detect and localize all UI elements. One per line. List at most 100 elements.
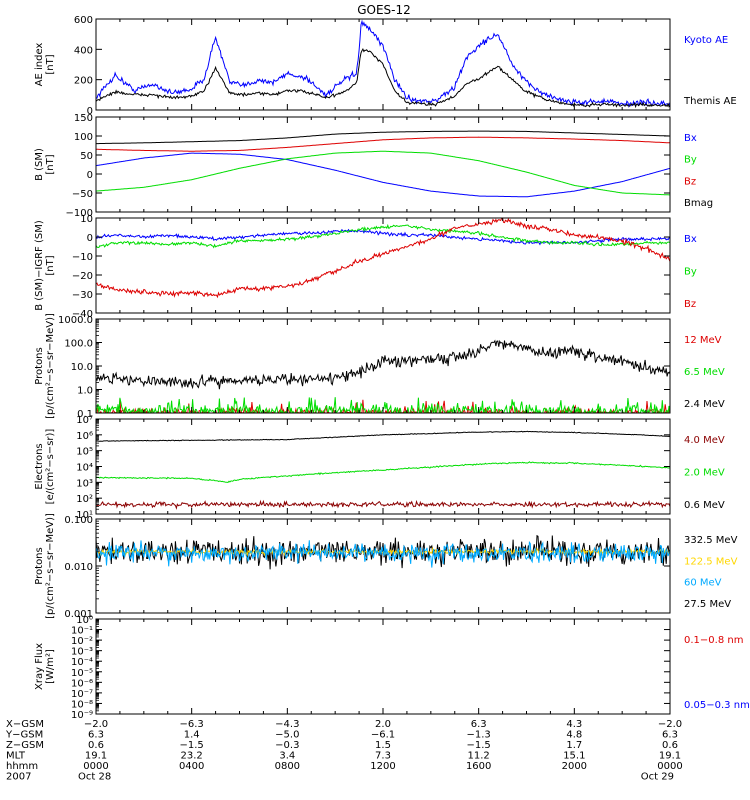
ytick-label-bdiff-0: −40 — [72, 309, 93, 320]
ylabel-ae: AE index[nT] — [34, 43, 56, 87]
ytick-label-xray-9: 10⁰ — [76, 615, 93, 626]
legend-ae-0: Kyoto AE — [684, 35, 728, 46]
ytick-label-ae-3: 600 — [74, 15, 93, 26]
series-bsm-0 — [96, 152, 670, 198]
legend-bsm-0: Bx — [684, 133, 697, 144]
ytick-label-bdiff-3: −10 — [72, 252, 93, 263]
x-row-label-2: Z−GSM — [6, 740, 44, 751]
x-col-0-row-1: 6.3 — [88, 730, 104, 741]
x-col-3-row-3: 7.3 — [375, 751, 391, 762]
x-col-5-row-4: 2000 — [562, 761, 587, 772]
panel-electrons: 10¹ 10² 10³ 10⁴ 10⁵ 10⁶ 10⁷ Electrons[e/(cm²−s−… — [34, 415, 725, 521]
x-row-label-3: MLT — [6, 751, 26, 762]
ytick-label-electrons-3: 10⁴ — [76, 463, 93, 474]
legend-bsm-1: By — [684, 155, 697, 166]
panel-protons: 0.1 1.0 10.0 100.0 1000.0Protons[p/(cm²−s−sr… — [34, 313, 725, 420]
panels: 0 200 400 600 AE index[nT] Kyoto AE Themis AE −… — [34, 15, 750, 721]
ytick-label-bdiff-4: 0 — [87, 233, 93, 244]
panel-ae-series — [96, 19, 670, 109]
x-row-label-0: X−GSM — [6, 719, 44, 730]
x-col-2-row-2: −0.3 — [275, 740, 299, 751]
x-col-2-row-0: −4.3 — [275, 719, 299, 730]
ytick-label-bdiff-5: 10 — [80, 214, 93, 225]
panel-protons-series — [96, 339, 670, 413]
ylabel-electrons: Electrons[e/(cm²−s−sr)] — [34, 429, 56, 505]
ytick-label-protons-3: 100.0 — [64, 339, 93, 350]
panel-xray-frame — [95, 618, 671, 715]
ytick-label-electrons-0: 10¹ — [76, 510, 93, 521]
series-bdiff-2 — [96, 218, 670, 299]
legend-protons-0: 12 MeV — [684, 335, 722, 346]
panel-electrons-series — [96, 430, 670, 510]
legend-protons-2: 2.4 MeV — [684, 399, 725, 410]
x-col-6-row-4: 0000 — [657, 761, 682, 772]
x-col-2-row-1: −5.0 — [275, 730, 299, 741]
ytick-label-bsm-3: 50 — [80, 151, 93, 162]
chart-title: GOES-12 — [357, 3, 411, 17]
x-col-0-row-2: 0.6 — [88, 740, 104, 751]
series-bsm-1 — [96, 150, 670, 196]
x-col-5-row-2: 1.7 — [566, 740, 582, 751]
ytick-label-hiprotons-1: 0.010 — [64, 562, 93, 573]
ytick-label-protons-2: 10.0 — [71, 362, 93, 373]
ytick-label-xray-3: 10⁻⁶ — [71, 678, 93, 689]
x-col-5-row-3: 15.1 — [563, 751, 585, 762]
series-ae-0 — [96, 19, 670, 108]
x-col-3-row-2: 1.5 — [375, 740, 391, 751]
legend-bdiff-0: Bx — [684, 234, 697, 245]
series-electrons-2 — [96, 430, 670, 442]
panel-bdiff-frame — [95, 217, 671, 314]
ylabel-bsm: B (SM)[nT] — [34, 148, 56, 181]
legend-bsm-3: Bmag — [684, 198, 713, 209]
ytick-label-electrons-4: 10⁵ — [76, 447, 93, 458]
ytick-label-electrons-2: 10³ — [76, 478, 93, 489]
ytick-label-protons-1: 1.0 — [77, 386, 93, 397]
legend-xray-0: 0.1−0.8 nm — [684, 635, 743, 646]
ylabel-protons: Protons[p/(cm²−s−sr−MeV)] — [34, 313, 56, 419]
x-col-1-row-2: −1.5 — [180, 740, 204, 751]
ytick-label-bdiff-1: −30 — [72, 290, 93, 301]
x-row-label-4: hhmm — [6, 761, 38, 772]
ytick-label-protons-0: 0.1 — [77, 409, 93, 420]
ytick-label-bsm-4: 100 — [74, 132, 93, 143]
legend-bdiff-2: Bz — [684, 299, 696, 310]
ytick-label-bsm-2: 0 — [87, 170, 93, 181]
series-bdiff-1 — [96, 223, 670, 249]
x-col-3-row-0: 2.0 — [375, 719, 391, 730]
ylabel-bdiff: B (SM)−IGRF (SM)[nT] — [34, 220, 56, 311]
panel-protons-frame — [95, 318, 671, 414]
series-protons-2 — [96, 339, 670, 390]
x-col-1-row-3: 23.2 — [181, 751, 203, 762]
x-col-0-row-3: 19.1 — [85, 751, 107, 762]
x-col-6-row-2: 0.6 — [662, 740, 678, 751]
x-col-1-row-1: 1.4 — [184, 730, 200, 741]
ytick-label-bsm-5: 150 — [74, 113, 93, 124]
panel-hiprotons: 0.001 0.010 0.100 Protons[p/(cm²−s−sr−MeV)]… — [34, 513, 738, 620]
x-row-label-1: Y−GSM — [5, 730, 43, 741]
panel-bsm-series — [96, 130, 670, 198]
ytick-label-electrons-6: 10⁷ — [76, 415, 93, 426]
legend-hiprotons-2: 60 MeV — [684, 578, 722, 589]
panel-ae: 0 200 400 600 AE index[nT] Kyoto AE Themis AE — [34, 15, 737, 117]
legend-hiprotons-1: 122.5 MeV — [684, 556, 738, 567]
x-col-6-row-5: Oct 29 — [641, 772, 674, 783]
series-bsm-3 — [96, 130, 670, 145]
ytick-label-electrons-1: 10² — [76, 494, 93, 505]
x-col-2-row-3: 3.4 — [279, 751, 295, 762]
legend-hiprotons-3: 27.5 MeV — [684, 599, 731, 610]
legend-ae-1: Themis AE — [683, 96, 737, 107]
legend-hiprotons-0: 332.5 MeV — [684, 535, 738, 546]
x-col-6-row-0: −2.0 — [658, 719, 682, 730]
ytick-label-xray-4: 10⁻⁵ — [71, 668, 93, 679]
x-col-3-row-4: 1200 — [370, 761, 395, 772]
series-hiprotons-2 — [96, 540, 670, 568]
ytick-label-ae-2: 400 — [74, 45, 93, 56]
x-col-6-row-1: 6.3 — [662, 730, 678, 741]
series-electrons-0 — [96, 499, 670, 510]
ylabel-hiprotons: Protons[p/(cm²−s−sr−MeV)] — [34, 513, 56, 619]
ytick-label-xray-2: 10⁻⁷ — [71, 689, 93, 700]
x-row-label-5: 2007 — [6, 772, 31, 783]
ytick-label-bdiff-2: −20 — [72, 271, 93, 282]
legend-electrons-2: 0.6 MeV — [684, 500, 725, 511]
